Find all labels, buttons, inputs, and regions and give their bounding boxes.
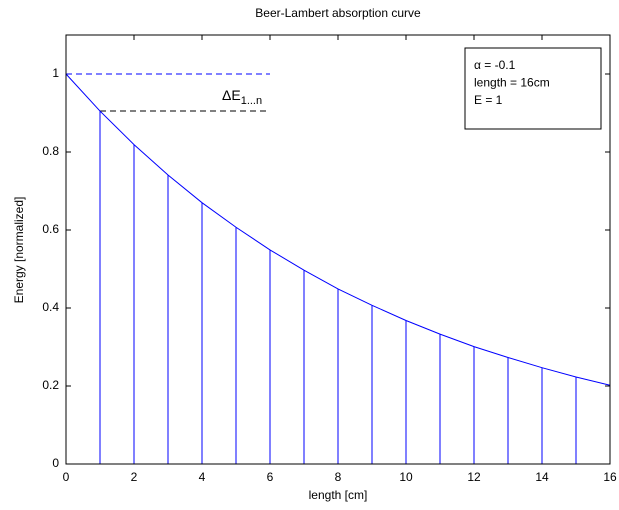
x-tick-label: 14 xyxy=(535,470,549,484)
text-box-line: E = 1 xyxy=(474,93,503,107)
x-tick-label: 2 xyxy=(131,470,138,484)
annotation: ΔE1...n xyxy=(222,87,262,107)
x-tick-label: 0 xyxy=(63,470,70,484)
x-tick-label: 6 xyxy=(267,470,274,484)
x-axis-label: length [cm] xyxy=(309,488,368,502)
x-tick-label: 4 xyxy=(199,470,206,484)
x-tick-label: 16 xyxy=(603,470,617,484)
y-tick-label: 0.2 xyxy=(42,378,59,392)
y-tick-label: 0 xyxy=(52,456,59,470)
x-tick-label: 10 xyxy=(399,470,413,484)
text-box-line: α = -0.1 xyxy=(474,58,516,72)
y-tick-label: 1 xyxy=(52,66,59,80)
text-box-line: length = 16cm xyxy=(474,76,550,90)
annotation-subscript: 1...n xyxy=(241,95,262,107)
y-axis-label: Energy [normalized] xyxy=(12,197,26,304)
x-tick-label: 8 xyxy=(335,470,342,484)
axes-frame xyxy=(65,34,611,465)
y-tick-label: 0.6 xyxy=(42,222,59,236)
x-tick-label: 12 xyxy=(467,470,481,484)
y-tick-label: 0.4 xyxy=(42,300,59,314)
y-tick-label: 0.8 xyxy=(42,144,59,158)
chart-title: Beer-Lambert absorption curve xyxy=(255,6,421,20)
text-box xyxy=(464,47,602,130)
annotation-text: ΔE xyxy=(222,87,241,103)
